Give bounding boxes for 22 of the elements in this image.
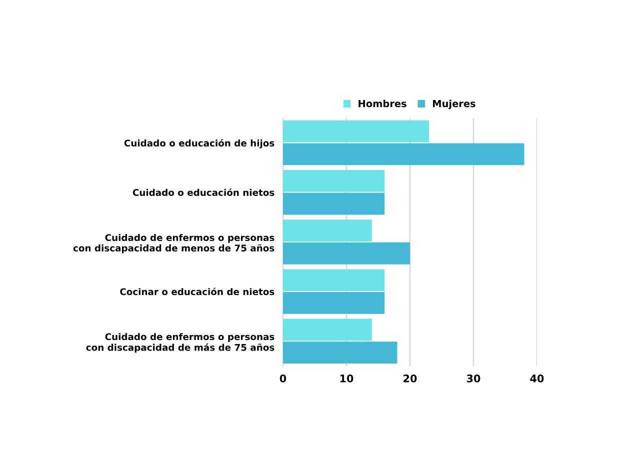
bar (282, 170, 385, 192)
bar (282, 120, 430, 142)
x-tick-label: 30 (466, 374, 480, 382)
y-tick-label: Cuidado o educación nietos (132, 188, 274, 196)
bar (282, 220, 372, 242)
bar (282, 292, 385, 314)
bar (282, 269, 385, 292)
y-tick-label: Cuidado o educación de hijos (124, 139, 274, 148)
bar (282, 192, 385, 215)
y-tick-label: Cocinar o educación de nietos (120, 288, 274, 296)
x-tick-label: 20 (404, 374, 417, 382)
legend-label: Hombres (358, 100, 406, 108)
bar (282, 342, 398, 364)
x-tick-label: 10 (340, 374, 354, 382)
x-tick-label: 0 (280, 374, 286, 382)
bar (282, 242, 410, 264)
y-tick-label: Cuidado de enfermos o personas con discapacidad de más de 75 años (86, 333, 274, 353)
legend-label: Mujeres (432, 100, 476, 110)
bar (282, 318, 372, 341)
x-tick-label: 40 (530, 374, 544, 382)
bar (282, 143, 524, 166)
y-tick-label: Cuidado de enfermos o personas con discapacidad de menos de 75 años (73, 234, 274, 254)
